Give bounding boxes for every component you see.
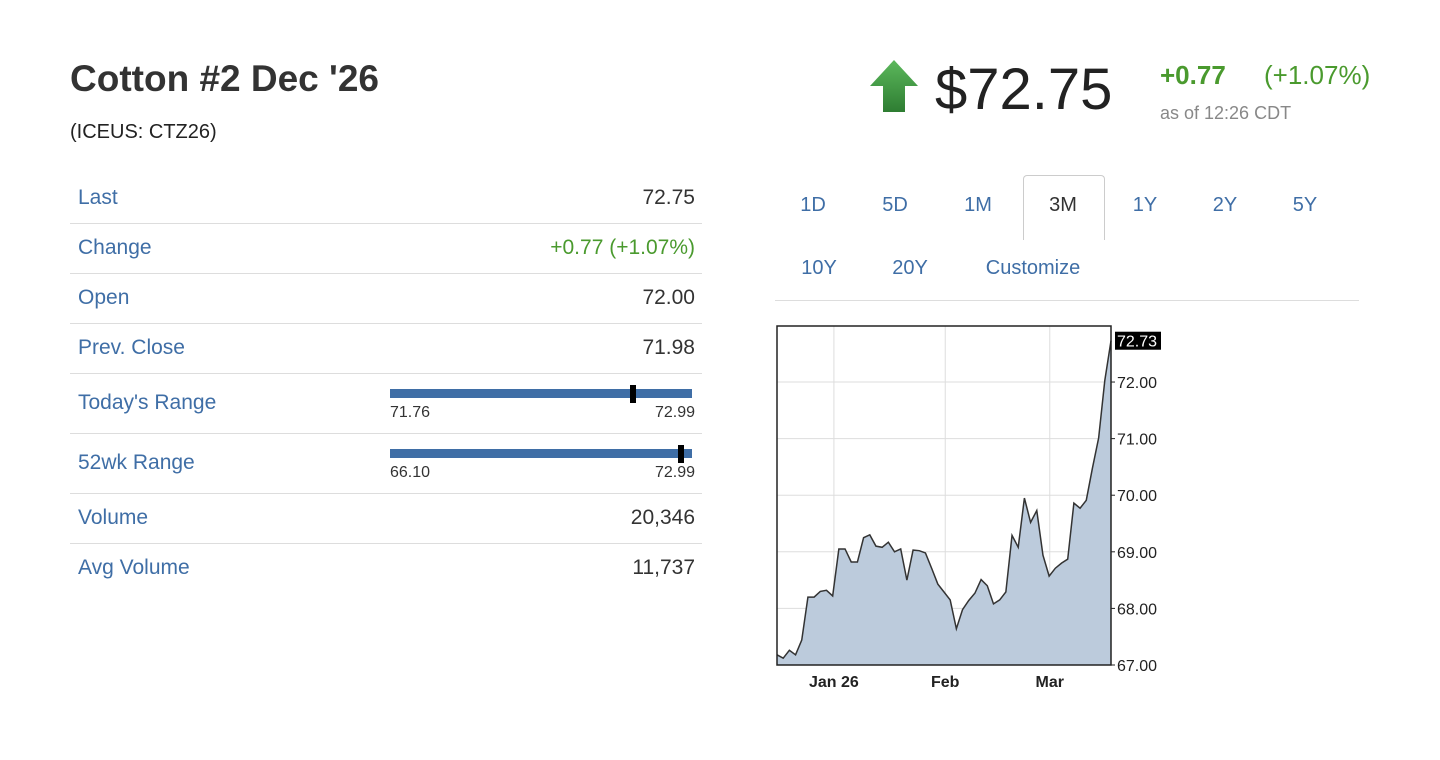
- y-tick-label: 71.00: [1117, 432, 1157, 449]
- line: [776, 340, 1112, 660]
- y-tick-label: 72.00: [1117, 375, 1157, 392]
- symbol: (ICEUS: CTZ26): [70, 121, 217, 143]
- row-value: 20,346: [630, 506, 695, 529]
- area: [777, 340, 1111, 665]
- range-tab[interactable]: Customize: [985, 257, 1081, 279]
- price: $72.75: [935, 57, 1113, 122]
- range-tab[interactable]: 10Y: [801, 257, 837, 279]
- range-tab[interactable]: 5D: [882, 194, 908, 216]
- row-value: 71.98: [642, 336, 695, 359]
- as-of: as of 12:26 CDT: [1160, 103, 1292, 123]
- range-low: 66.10: [390, 464, 431, 481]
- change: +0.77: [1160, 60, 1226, 90]
- row-separator: [70, 493, 702, 494]
- row-label: Today's Range: [78, 391, 217, 414]
- y-tick-label: 70.00: [1117, 488, 1157, 505]
- row-label: Open: [78, 286, 130, 309]
- row-label: Avg Volume: [78, 556, 190, 579]
- range-tab[interactable]: 20Y: [892, 257, 928, 279]
- y-tick-label: 68.00: [1117, 601, 1157, 618]
- row-separator: [70, 543, 702, 544]
- x-tick-label: Mar: [1036, 674, 1064, 691]
- row-label: Change: [78, 236, 152, 259]
- row-separator: [70, 433, 702, 434]
- range-tab[interactable]: 2Y: [1212, 194, 1238, 216]
- range-tab[interactable]: 1D: [800, 194, 826, 216]
- active-tab: [1023, 175, 1105, 240]
- row-separator: [70, 373, 702, 374]
- range-bar: [390, 389, 692, 398]
- x-tick-label: Feb: [931, 674, 960, 691]
- range-tab[interactable]: 3M: [1049, 194, 1077, 216]
- range-marker: [630, 385, 637, 403]
- row-value: 72.00: [642, 286, 695, 309]
- last-value-label: 72.73: [1117, 334, 1157, 351]
- x-tick-label: Jan 26: [809, 674, 859, 691]
- chart: 67.00 68.00 69.00 70.00 71.00 72.00 Jan 26 Feb M…: [776, 325, 1161, 691]
- up-arrow: [870, 60, 918, 112]
- row-label: Prev. Close: [78, 336, 185, 359]
- row-value: 72.75: [642, 186, 695, 209]
- row-label: Last: [78, 186, 118, 209]
- range-tab[interactable]: 5Y: [1292, 194, 1318, 216]
- row-separator: [70, 273, 702, 274]
- y-tick-label: 67.00: [1117, 658, 1157, 675]
- title: Cotton #2 Dec '26: [70, 58, 379, 99]
- range-tab[interactable]: 1M: [964, 194, 992, 216]
- row-label: 52wk Range: [78, 451, 195, 474]
- last-label-bg: [1115, 331, 1161, 350]
- row-separator: [70, 223, 702, 224]
- row-label: Volume: [78, 506, 149, 529]
- row-separator: [70, 323, 702, 324]
- range-high: 72.99: [654, 464, 695, 481]
- row-value: +0.77 (+1.07%): [550, 236, 695, 259]
- row-value: 11,737: [632, 556, 695, 579]
- range-low: 71.76: [390, 404, 431, 421]
- tabs-divider: [775, 300, 1359, 301]
- change-pct: (+1.07%): [1264, 60, 1371, 90]
- range-high: 72.99: [654, 404, 695, 421]
- range-marker: [678, 445, 685, 463]
- range-bar: [390, 449, 692, 458]
- y-tick-label: 69.00: [1117, 545, 1157, 562]
- range-tab[interactable]: 1Y: [1132, 194, 1158, 216]
